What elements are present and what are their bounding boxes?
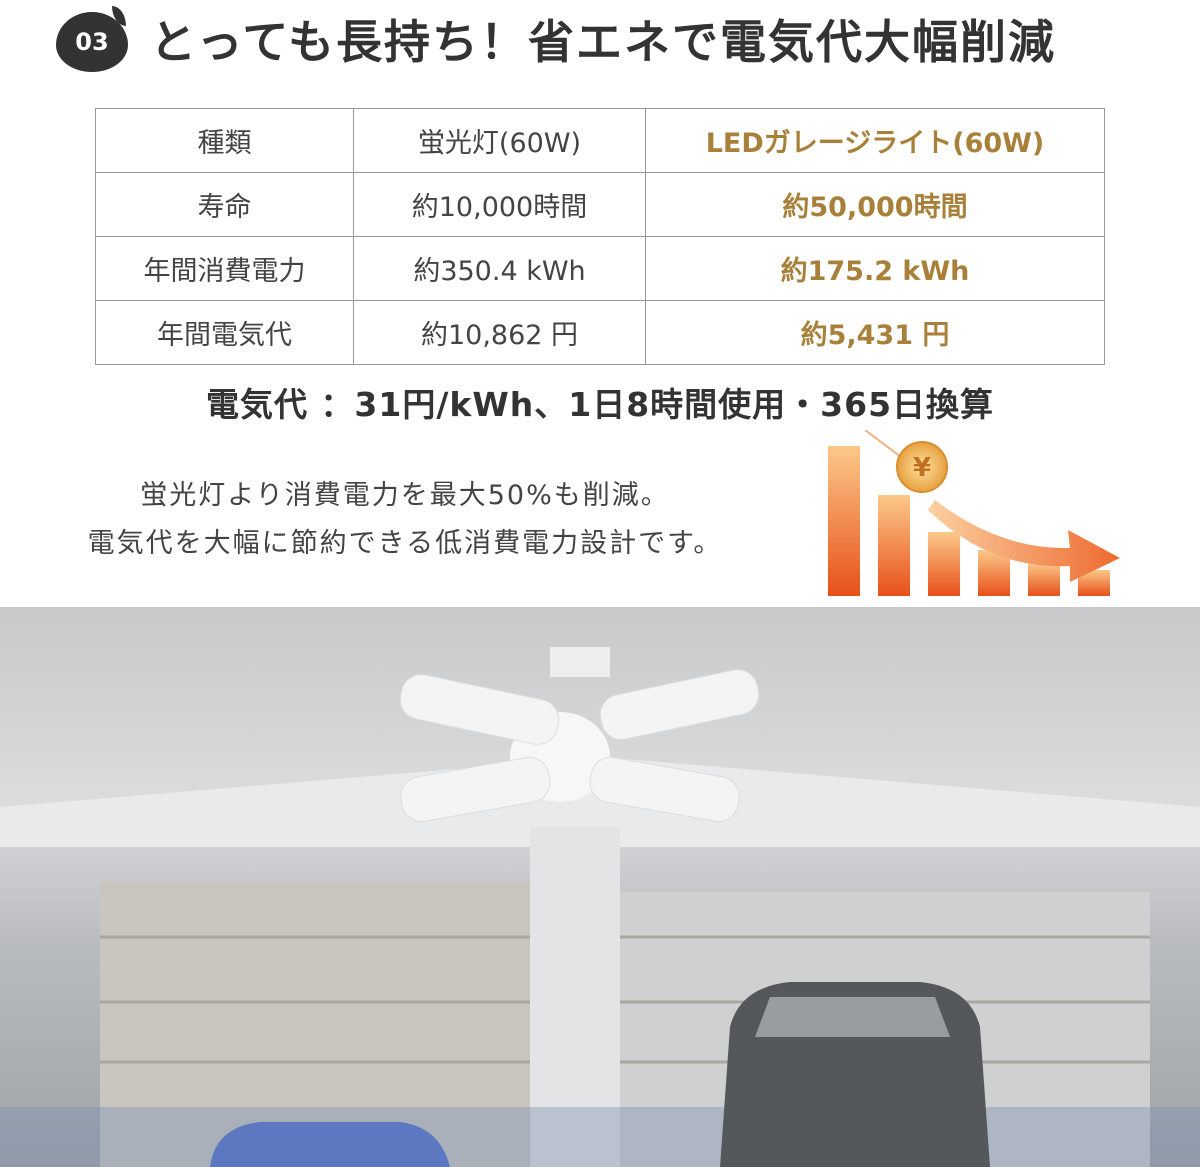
bar [1028,563,1060,596]
bar [978,550,1010,596]
table-row: 年間消費電力 約350.4 kWh 約175.2 kWh [95,236,1105,301]
fluorescent-cell: 約350.4 kWh [353,236,646,301]
led-cell: 約175.2 kWh [645,236,1105,301]
table-row: 種類 蛍光灯(60W) LEDガレージライト(60W) [95,108,1105,173]
row-label-cell: 寿命 [95,172,354,237]
yen-coin-icon [896,441,948,493]
comparison-table: 種類 蛍光灯(60W) LEDガレージライト(60W) 寿命 約10,000時間 約50,… [95,108,1105,365]
fluorescent-cell: 約10,862 円 [353,300,646,365]
bar [828,446,860,596]
garage-photo [0,607,1200,1167]
page-title: とっても長持ち！省エネで電気代大幅削減 [150,15,1057,69]
section-number-badge: 03 [56,6,128,72]
row-label-cell: 年間電気代 [95,300,354,365]
description-line-1: 蛍光灯より消費電力を最大50%も削減。 [140,480,670,511]
led-cell: 約5,431 円 [645,300,1105,365]
bar [928,532,960,596]
bar [878,495,910,596]
description: 蛍光灯より消費電力を最大50%も削減。 電気代を大幅に節約できる低消費電力設計で… [40,472,770,568]
down-arrow [928,500,1120,582]
calculation-note: 電気代 ：31円/kWh、1日8時間使用・365日換算 [205,385,995,424]
decreasing-bar-chart-with-yen-coin-icon: ¥ [828,430,1120,596]
row-label-cell: 年間消費電力 [95,236,354,301]
led-cell: 約50,000時間 [645,172,1105,237]
led-cell: LEDガレージライト(60W) [645,108,1105,173]
row-label-cell: 種類 [95,108,354,173]
description-line-2: 電気代を大幅に節約できる低消費電力設計です。 [87,528,723,559]
fluorescent-cell: 約10,000時間 [353,172,646,237]
fluorescent-cell: 蛍光灯(60W) [353,108,646,173]
svg-text:¥: ¥ [913,453,931,483]
table-row: 寿命 約10,000時間 約50,000時間 [95,172,1105,237]
table-row: 年間電気代 約10,862 円約5,431 円 [95,300,1105,365]
